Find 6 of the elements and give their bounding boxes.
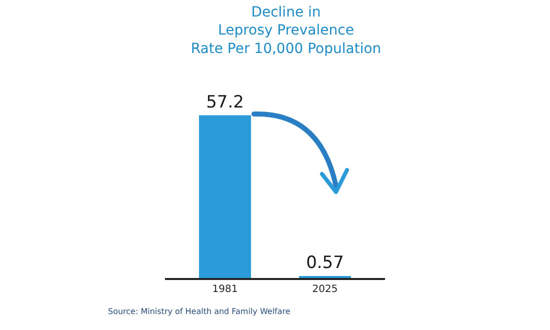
chart-title: Decline in Leprosy Prevalence Rate Per 10,000 Population	[190, 4, 382, 57]
x-tick-label: 2025	[312, 284, 338, 295]
data-label: 0.57	[306, 253, 344, 273]
source-note: Source: Ministry of Health and Family Welfare	[108, 307, 290, 316]
data-label: 57.2	[206, 92, 244, 112]
x-tick-label: 1981	[212, 284, 238, 295]
